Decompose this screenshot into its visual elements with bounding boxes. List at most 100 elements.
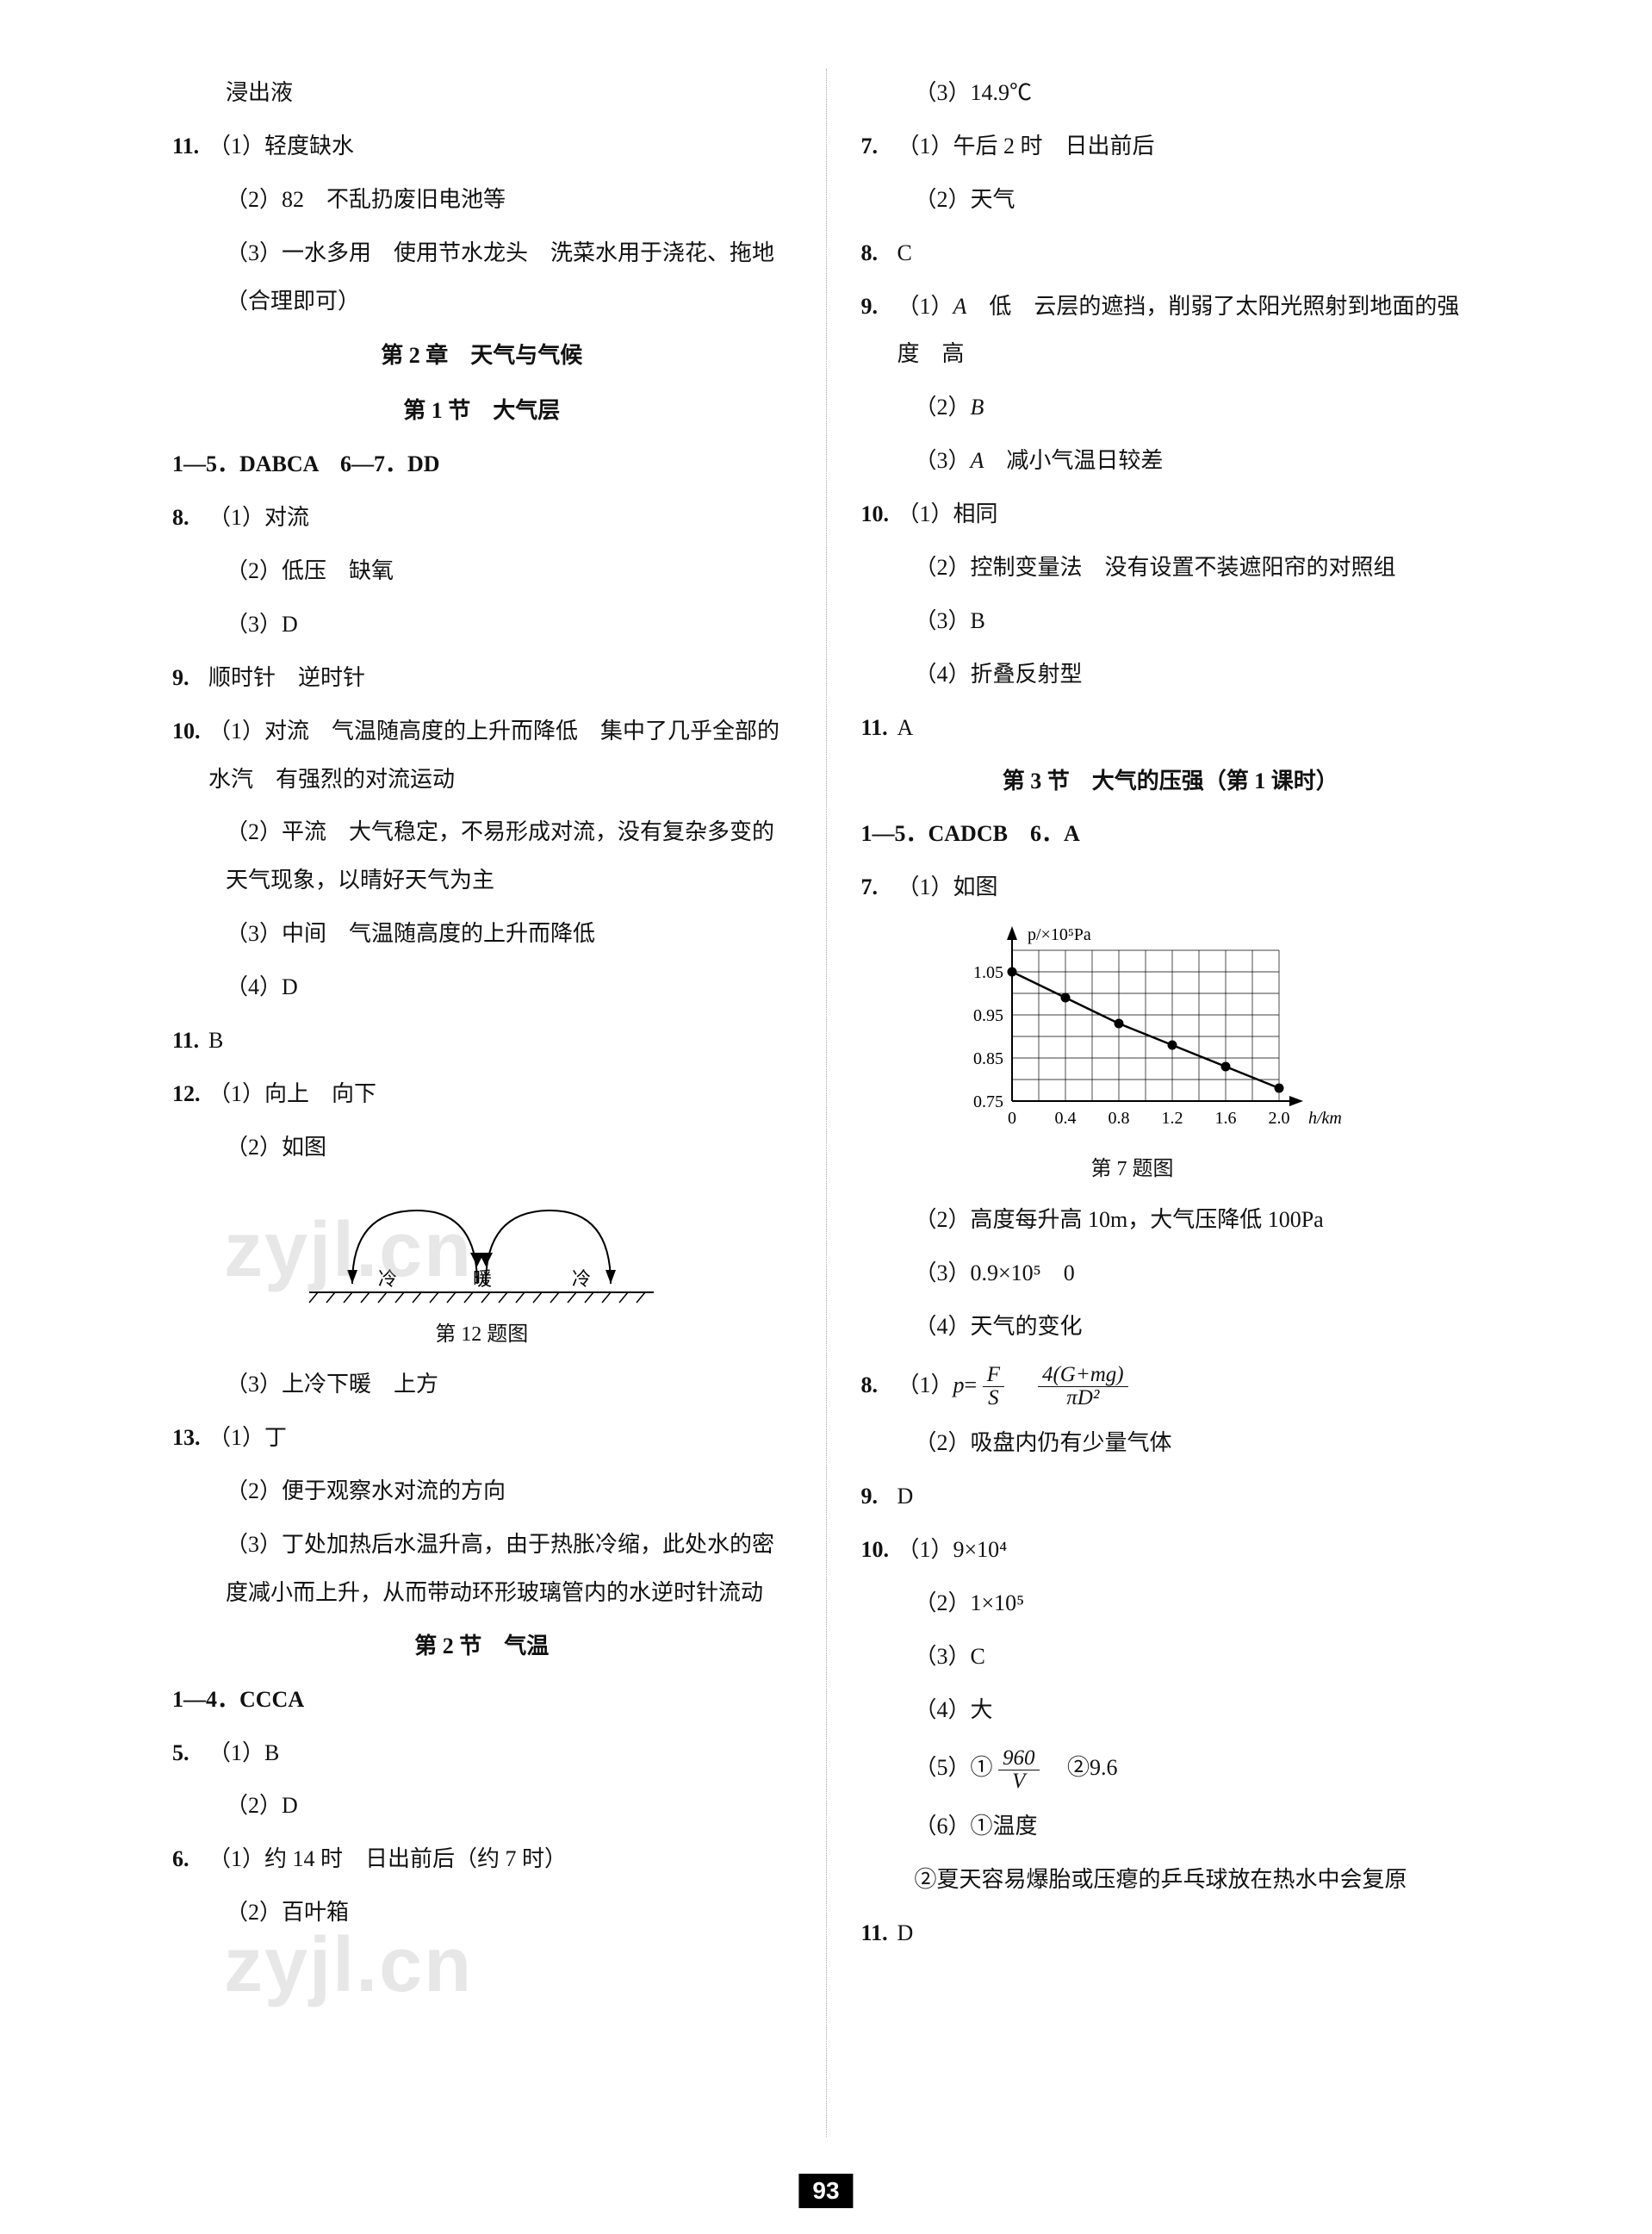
r-q7b-3: （3）0.9×10⁵ 0 bbox=[861, 1249, 1481, 1297]
q-body: （1）如图 bbox=[897, 863, 1481, 912]
r-q7b-4: （4）天气的变化 bbox=[861, 1303, 1481, 1351]
section-title-3: 第 3 节 大气的压强（第 1 课时） bbox=[861, 757, 1481, 806]
txt: （5）① bbox=[915, 1755, 993, 1780]
q-num: 9. bbox=[861, 283, 897, 331]
r-q10b: 10. （1）9×10⁴ bbox=[861, 1526, 1481, 1574]
r-q9-2: （2）B bbox=[861, 383, 1481, 432]
label-cold2: 冷 bbox=[572, 1268, 591, 1290]
q11b: 11. B bbox=[172, 1017, 792, 1065]
q-num: 11. bbox=[172, 1017, 208, 1065]
r-q10b-6: （6）①温度 bbox=[861, 1802, 1481, 1851]
q5: 5. （1）B bbox=[172, 1729, 792, 1777]
italic-a2: A bbox=[971, 448, 984, 473]
r-q10b-3: （3）C bbox=[861, 1633, 1481, 1681]
var-p: p bbox=[953, 1372, 965, 1397]
q10-2: （2）平流 大气稳定，不易形成对流，没有复杂多变的天气现象，以晴好天气为主 bbox=[172, 808, 792, 905]
r-q10b-6b: ②夏天容易爆胎或压瘪的乒乓球放在热水中会复原 bbox=[861, 1856, 1481, 1904]
mc-line: 1—5．DABCA 6—7．DD bbox=[172, 440, 792, 488]
r-q10b-5: （5）① 960V ②9.6 bbox=[861, 1739, 1481, 1797]
q-num: 12. bbox=[172, 1070, 208, 1118]
q-num: 11. bbox=[861, 1909, 897, 1957]
r-q10: 10. （1）相同 bbox=[861, 490, 1481, 538]
frac-bot: V bbox=[998, 1770, 1040, 1793]
q-body: （1）对流 bbox=[208, 494, 792, 542]
frac-bot: S bbox=[983, 1387, 1004, 1409]
q-num: 7. bbox=[861, 122, 897, 171]
svg-text:1.05: 1.05 bbox=[973, 963, 1003, 982]
fraction-3: 960V bbox=[998, 1747, 1040, 1794]
pressure-chart: 0.750.850.951.0500.40.81.21.62.0p/×10⁵Pa… bbox=[947, 920, 1361, 1192]
q-num: 10. bbox=[861, 1526, 897, 1574]
q-num: 8. bbox=[172, 494, 208, 542]
frac-top: F bbox=[983, 1364, 1004, 1387]
chart-caption: 第 7 题图 bbox=[947, 1148, 1318, 1192]
convection-diagram: 冷 暖 冷 bbox=[292, 1180, 671, 1310]
q-body: （1）A 低 云层的遮挡，削弱了太阳光照射到地面的强度 高 bbox=[897, 283, 1481, 379]
r-q11b: 11. D bbox=[861, 1909, 1481, 1957]
q-body: D bbox=[897, 1472, 1481, 1521]
q-body: A bbox=[897, 704, 1481, 752]
q13: 13. （1）丁 bbox=[172, 1414, 792, 1462]
section-title-1: 第 1 节 大气层 bbox=[172, 387, 792, 435]
svg-text:0.8: 0.8 bbox=[1108, 1109, 1129, 1128]
r-q8b-2: （2）吸盘内仍有少量气体 bbox=[861, 1419, 1481, 1467]
q-body: （1）p= FS 4(G+mg)πD² bbox=[897, 1356, 1481, 1415]
right-column: （3）14.9℃ 7. （1）午后 2 时 日出前后 （2）天气 8. C 9.… bbox=[827, 69, 1506, 2137]
frac-bot: πD² bbox=[1038, 1387, 1128, 1409]
q-body: D bbox=[897, 1909, 1481, 1957]
fraction-2: 4(G+mg)πD² bbox=[1038, 1364, 1128, 1410]
r-q9: 9. （1）A 低 云层的遮挡，削弱了太阳光照射到地面的强度 高 bbox=[861, 283, 1481, 379]
q13-3: （3）丁处加热后水温升高，由于热胀冷缩，此处水的密度减小而上升，从而带动环形玻璃… bbox=[172, 1521, 792, 1617]
svg-text:p/×10⁵Pa: p/×10⁵Pa bbox=[1028, 925, 1091, 944]
q-body: （1）B bbox=[208, 1729, 792, 1777]
mc2-text: 1—4．CCCA bbox=[172, 1687, 304, 1712]
q10: 10. （1）对流 气温随高度的上升而降低 集中了几乎全部的水汽 有强烈的对流运… bbox=[172, 707, 792, 804]
r-q10-3: （3）B bbox=[861, 597, 1481, 645]
svg-text:0: 0 bbox=[1008, 1109, 1016, 1128]
chapter-title: 第 2 章 天气与气候 bbox=[172, 332, 792, 380]
q12: 12. （1）向上 向下 bbox=[172, 1070, 792, 1118]
q-body: （1）午后 2 时 日出前后 bbox=[897, 122, 1481, 171]
section-title-2: 第 2 节 气温 bbox=[172, 1622, 792, 1671]
q-num: 9. bbox=[172, 654, 208, 702]
q-body: （1）丁 bbox=[208, 1414, 792, 1462]
svg-text:1.6: 1.6 bbox=[1214, 1109, 1236, 1128]
q12-2: （2）如图 bbox=[172, 1123, 792, 1172]
q-num: 11. bbox=[861, 704, 897, 752]
txt: 低 云层的遮挡，削弱了太阳光照射到地面的强度 高 bbox=[897, 294, 1460, 367]
r-q8: 8. C bbox=[861, 229, 1481, 277]
mc-line2: 1—4．CCCA bbox=[172, 1676, 792, 1724]
q-num: 5. bbox=[172, 1729, 208, 1777]
q8-3: （3）D bbox=[172, 601, 792, 649]
r-q7b-2: （2）高度每升高 10m，大气压降低 100Pa bbox=[861, 1196, 1481, 1244]
q-body: （1）向上 向下 bbox=[208, 1070, 792, 1118]
q8: 8. （1）对流 bbox=[172, 494, 792, 542]
r-q10-2: （2）控制变量法 没有设置不装遮阳帘的对照组 bbox=[861, 544, 1481, 592]
svg-text:h/km: h/km bbox=[1308, 1109, 1342, 1128]
r-q10-4: （4）折叠反射型 bbox=[861, 650, 1481, 699]
txt: ②9.6 bbox=[1045, 1755, 1118, 1780]
svg-text:0.85: 0.85 bbox=[973, 1049, 1003, 1068]
q11: 11. （1）轻度缺水 bbox=[172, 122, 792, 171]
svg-text:1.2: 1.2 bbox=[1161, 1109, 1183, 1128]
r-q9b: 9. D bbox=[861, 1472, 1481, 1521]
mc-line3: 1—5．CADCB 6．A bbox=[861, 810, 1481, 858]
r-q10b-2: （2）1×10⁵ bbox=[861, 1579, 1481, 1627]
svg-text:0.4: 0.4 bbox=[1054, 1109, 1076, 1128]
q11-2: （2）82 不乱扔废旧电池等 bbox=[172, 176, 792, 224]
r-q10b-4: （4）大 bbox=[861, 1686, 1481, 1734]
svg-text:0.75: 0.75 bbox=[973, 1092, 1003, 1111]
page-number: 93 bbox=[798, 2174, 853, 2208]
txt: 减小气温日较差 bbox=[984, 448, 1163, 473]
eq: = bbox=[965, 1372, 978, 1397]
txt: （2） bbox=[915, 395, 971, 420]
q-num: 8. bbox=[861, 229, 897, 277]
txt: （1） bbox=[897, 1372, 953, 1397]
q12-diagram: 冷 暖 冷 第 12 题图 bbox=[292, 1180, 671, 1358]
q-num: 10. bbox=[861, 490, 897, 538]
q9: 9. 顺时针 逆时针 bbox=[172, 654, 792, 702]
label-warm: 暖 bbox=[473, 1268, 492, 1290]
q-num: 13. bbox=[172, 1414, 208, 1462]
q10-3: （3）中间 气温随高度的上升而降低 bbox=[172, 910, 792, 958]
q6: 6. （1）约 14 时 日出前后（约 7 时） bbox=[172, 1835, 792, 1883]
